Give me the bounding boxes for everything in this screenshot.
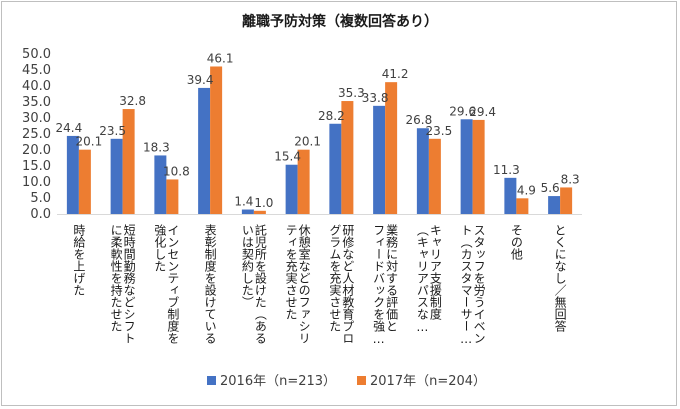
data-label: 39.4 xyxy=(187,73,214,87)
x-category-label: スタッフを労うイベン xyxy=(472,224,486,344)
x-category-label: 強化した xyxy=(153,224,167,272)
bar-2016 xyxy=(373,105,386,214)
y-tick-label: 20.0 xyxy=(22,143,51,158)
bar-2017 xyxy=(166,179,179,214)
bar-2016 xyxy=(504,177,517,214)
x-category-label: 表彰制度を設けている xyxy=(203,224,217,344)
y-tick-label: 10.0 xyxy=(22,175,51,190)
bar-2016 xyxy=(241,209,254,214)
data-label: 8.3 xyxy=(561,172,580,186)
x-category-label: グラムを充実させた xyxy=(328,224,342,332)
y-tick-label: 45.0 xyxy=(22,63,51,78)
x-category-label: 研修など人材教育プロ xyxy=(341,224,355,344)
bar-2017 xyxy=(472,119,485,214)
x-category-label: とくになし／無回答 xyxy=(553,224,567,333)
legend: 2016年（n=213） 2017年（n=204） xyxy=(207,374,486,389)
x-category-label: 時給を上げた xyxy=(72,224,86,296)
y-tick-label: 30.0 xyxy=(22,111,51,126)
data-label: 35.3 xyxy=(338,86,365,100)
x-category-label: 短時間勤務などシフト xyxy=(122,224,136,344)
legend-swatch xyxy=(357,376,366,385)
y-axis: 0.05.010.015.020.025.030.035.040.045.050… xyxy=(22,47,582,222)
data-label: 23.5 xyxy=(426,124,453,138)
data-label: 24.4 xyxy=(56,121,83,135)
bar-2016 xyxy=(460,119,473,214)
data-label: 20.1 xyxy=(76,135,103,149)
x-category-label: フィードバックを強… xyxy=(372,224,386,346)
x-category-label: ティを充実させた xyxy=(284,224,298,320)
bar-2017 xyxy=(210,66,223,214)
bar-2016 xyxy=(154,155,167,214)
y-tick-label: 50.0 xyxy=(22,47,51,62)
bar-2016 xyxy=(329,123,342,214)
x-category-label: に柔軟性を持たせた xyxy=(109,224,123,332)
data-label: 15.4 xyxy=(274,150,301,164)
bar-2016 xyxy=(110,138,123,214)
bar-2017 xyxy=(560,187,573,214)
bar-2017 xyxy=(122,109,135,214)
bar-2016 xyxy=(548,196,561,214)
x-category-label: インセンティブ制度を xyxy=(166,224,180,344)
bar-2017 xyxy=(341,101,354,214)
legend-swatch xyxy=(207,376,216,385)
x-category-label: 託児所を設けた（ある xyxy=(253,223,267,344)
data-label: 29.6 xyxy=(449,104,476,118)
y-tick-label: 5.0 xyxy=(30,191,51,206)
legend-label: 2017年（n=204） xyxy=(370,374,486,389)
data-label: 23.5 xyxy=(99,124,126,138)
bars xyxy=(66,66,573,214)
data-label: 11.3 xyxy=(493,163,520,177)
y-tick-label: 40.0 xyxy=(22,79,51,94)
data-label: 28.2 xyxy=(318,109,345,123)
data-label: 1.4 xyxy=(234,195,253,209)
data-label: 32.8 xyxy=(119,94,146,108)
bar-2017 xyxy=(297,149,310,214)
bar-2016 xyxy=(198,87,211,214)
y-tick-label: 15.0 xyxy=(22,159,51,174)
x-category-label: いは契約した） xyxy=(240,224,254,308)
data-label: 46.1 xyxy=(207,51,234,65)
x-category-label: キャリア支援制度 xyxy=(428,224,442,320)
x-category-label: （キャリアパスな… xyxy=(415,224,429,334)
x-category-label: 業務に対する評価と xyxy=(385,224,399,332)
bar-2017 xyxy=(516,198,529,214)
data-label: 10.8 xyxy=(163,164,190,178)
legend-label: 2016年（n=213） xyxy=(220,374,336,389)
y-tick-label: 0.0 xyxy=(30,207,51,222)
x-category-label: 休憩室などのファシリ xyxy=(297,224,311,344)
data-label: 20.1 xyxy=(294,135,321,149)
x-category-label: ト（カスタマーサー… xyxy=(459,224,473,346)
y-tick-label: 25.0 xyxy=(22,127,51,142)
bar-2016 xyxy=(66,135,79,214)
data-label: 26.8 xyxy=(406,113,433,127)
data-label: 1.0 xyxy=(254,196,273,210)
chart-title: 離職予防対策（複数回答あり） xyxy=(242,13,438,30)
bar-2017 xyxy=(428,138,441,214)
data-label: 18.3 xyxy=(143,140,170,154)
x-axis-categories: 時給を上げた に柔軟性を持たせた 短時間勤務などシフト 強化した インセンティブ制度を 表… xyxy=(72,223,567,346)
data-label: 33.8 xyxy=(362,91,389,105)
data-label: 29.4 xyxy=(469,105,496,119)
data-label: 41.2 xyxy=(382,67,409,81)
bar-2017 xyxy=(78,149,91,214)
y-tick-label: 35.0 xyxy=(22,95,51,110)
bar-2016 xyxy=(416,128,429,214)
bar-2016 xyxy=(285,164,298,214)
bar-2017 xyxy=(253,210,266,214)
data-label: 5.6 xyxy=(541,181,560,195)
data-labels: 24.420.123.532.818.310.839.446.11.4 1.015… xyxy=(56,51,580,209)
data-label: 4.9 xyxy=(517,183,536,197)
bar-2017 xyxy=(385,82,398,214)
x-category-label: その他 xyxy=(509,224,523,260)
